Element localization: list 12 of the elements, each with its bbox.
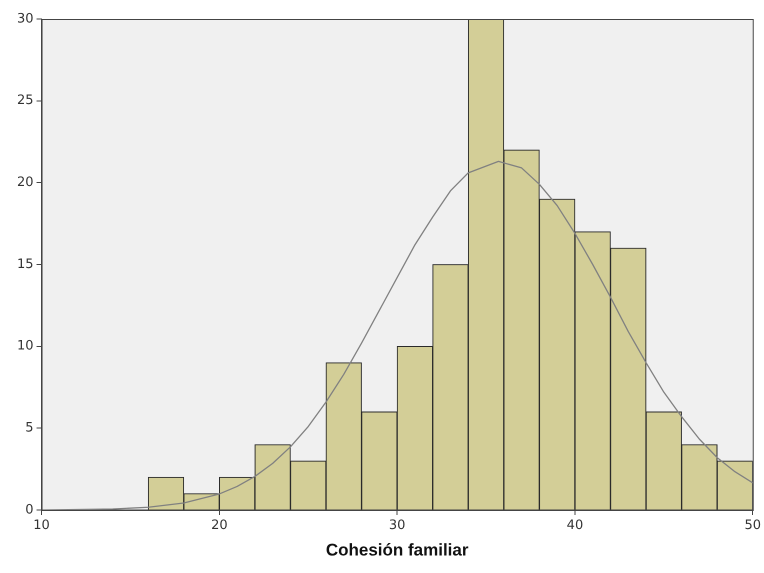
x-tick-label: 40 <box>566 518 584 534</box>
y-tick-label: 15 <box>16 256 34 272</box>
x-axis-title: Cohesión familiar <box>326 540 469 560</box>
y-tick-label: 10 <box>16 338 34 354</box>
y-tick-label: 30 <box>16 11 34 26</box>
y-tick-label: 5 <box>25 420 34 436</box>
x-tick-label: 50 <box>744 518 761 534</box>
y-tick-label: 25 <box>16 93 34 108</box>
y-tick-label: 20 <box>16 175 34 190</box>
x-tick-label: 20 <box>211 518 228 534</box>
y-tick-label: 0 <box>25 502 34 518</box>
x-tick-label: 30 <box>388 518 406 534</box>
